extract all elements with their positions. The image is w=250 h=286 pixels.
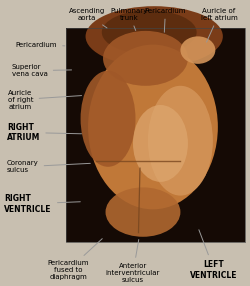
FancyBboxPatch shape bbox=[65, 28, 244, 242]
Text: Pericardium
fused to
diaphragm: Pericardium fused to diaphragm bbox=[47, 239, 102, 280]
Ellipse shape bbox=[102, 31, 187, 86]
Ellipse shape bbox=[180, 36, 214, 64]
Text: Anterior
interventricular
sulcus: Anterior interventricular sulcus bbox=[106, 239, 160, 283]
Ellipse shape bbox=[132, 105, 187, 182]
Ellipse shape bbox=[88, 45, 217, 209]
Text: Ascending
aorta: Ascending aorta bbox=[68, 7, 106, 28]
Text: Pulmonary
trunk: Pulmonary trunk bbox=[110, 7, 147, 31]
Text: Superior
vena cava: Superior vena cava bbox=[12, 64, 71, 77]
Ellipse shape bbox=[102, 10, 196, 54]
Ellipse shape bbox=[105, 187, 180, 237]
Ellipse shape bbox=[148, 86, 212, 196]
Text: Pericardium: Pericardium bbox=[16, 42, 64, 47]
Text: Pericardium: Pericardium bbox=[144, 7, 186, 32]
Text: Auricle of
left atrium: Auricle of left atrium bbox=[200, 7, 236, 42]
Text: RIGHT
ATRIUM: RIGHT ATRIUM bbox=[7, 123, 81, 142]
Text: RIGHT
VENTRICLE: RIGHT VENTRICLE bbox=[4, 194, 80, 214]
Ellipse shape bbox=[85, 6, 222, 67]
Text: Auricle
of right
atrium: Auricle of right atrium bbox=[8, 90, 81, 110]
Text: LEFT
VENTRICLE: LEFT VENTRICLE bbox=[190, 230, 237, 279]
Text: Coronary
sulcus: Coronary sulcus bbox=[7, 160, 90, 173]
Ellipse shape bbox=[80, 71, 135, 167]
